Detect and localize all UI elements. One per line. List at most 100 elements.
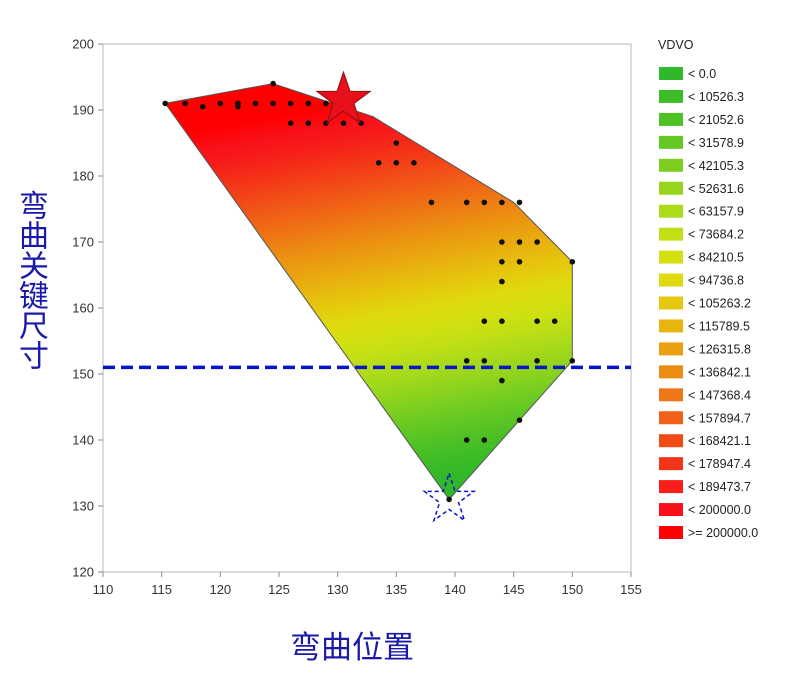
legend-label: < 52631.6	[688, 182, 744, 196]
data-points	[162, 80, 576, 503]
legend-label: < 136842.1	[688, 365, 751, 379]
data-point	[463, 199, 470, 206]
x-tick-label: 110	[93, 582, 114, 597]
x-axis: 110 115 120 125 130 135 140 145 150 155	[93, 572, 642, 597]
legend-label: < 63157.9	[688, 205, 744, 219]
star-markers	[315, 70, 477, 523]
legend-label: < 42105.3	[688, 159, 744, 173]
y-tick-label: 150	[72, 367, 94, 382]
y-tick-label: 200	[72, 37, 94, 52]
legend-label: >= 200000.0	[688, 526, 758, 540]
legend-label: < 84210.5	[688, 251, 744, 265]
star-marker-filled	[315, 70, 372, 125]
data-point	[182, 100, 188, 107]
x-tick-label: 140	[444, 582, 466, 597]
data-point	[499, 239, 505, 245]
data-point	[393, 160, 400, 166]
legend-swatch	[659, 434, 683, 448]
legend-swatch	[659, 319, 683, 333]
legend-label: < 0.0	[688, 67, 716, 81]
data-point	[569, 358, 576, 364]
x-tick-label: 120	[209, 582, 231, 597]
legend-swatch	[659, 181, 683, 195]
star-marker-dashed	[422, 470, 477, 523]
data-point	[516, 417, 523, 424]
legend-title: VDVO	[658, 38, 694, 52]
y-axis-label: 弯曲关键尺寸	[13, 190, 48, 370]
x-tick-label: 130	[327, 582, 349, 597]
data-point	[499, 278, 505, 285]
x-tick-label: 125	[268, 582, 290, 597]
y-axis: 120 130 140 150 160 170 180 190 200	[72, 37, 103, 580]
data-point	[569, 259, 576, 265]
y-tick-label: 180	[72, 169, 94, 184]
legend-swatch	[659, 365, 683, 379]
legend-swatch	[659, 480, 683, 494]
data-point	[305, 120, 312, 126]
data-point	[499, 318, 505, 325]
data-point	[499, 377, 505, 384]
x-axis-label: 弯曲位置	[290, 630, 414, 666]
data-point	[534, 358, 540, 364]
data-point	[534, 318, 540, 325]
data-point	[340, 120, 347, 126]
legend-label: < 200000.0	[688, 503, 751, 517]
y-tick-label: 120	[72, 565, 94, 580]
y-tick-label: 140	[72, 433, 94, 448]
data-point	[235, 103, 241, 110]
data-point	[481, 437, 488, 443]
data-point	[393, 140, 400, 146]
data-point	[446, 496, 452, 503]
data-point	[428, 199, 435, 206]
data-point	[463, 437, 470, 443]
legend-swatch	[659, 526, 683, 539]
data-point	[551, 318, 558, 325]
y-tick-label: 190	[72, 103, 94, 118]
data-point	[252, 100, 259, 107]
legend-swatch	[659, 89, 683, 103]
y-tick-label: 130	[72, 499, 94, 514]
legend-swatch	[659, 250, 683, 264]
data-point	[463, 358, 470, 364]
data-point	[499, 259, 505, 265]
x-tick-label: 115	[151, 582, 172, 597]
legend-label: < 21052.6	[688, 113, 744, 127]
legend-swatch	[659, 158, 683, 172]
data-point	[481, 358, 488, 364]
legend-swatch	[659, 135, 683, 149]
x-tick-label: 150	[561, 582, 583, 597]
legend-swatch	[659, 273, 683, 287]
data-point	[481, 199, 488, 206]
legend-label: < 94736.8	[688, 274, 744, 288]
data-point	[287, 100, 294, 107]
data-point	[287, 120, 294, 126]
legend-swatch	[659, 342, 683, 356]
legend-swatch	[659, 503, 683, 517]
data-point	[481, 318, 488, 325]
data-point	[499, 199, 505, 206]
x-tick-label: 135	[385, 582, 407, 597]
data-point	[323, 100, 329, 107]
legend-label: < 157894.7	[688, 411, 751, 425]
legend-label: < 105263.2	[688, 297, 751, 311]
legend-swatch	[659, 296, 683, 310]
data-point	[199, 103, 206, 110]
data-point	[162, 100, 168, 107]
legend-swatch	[659, 204, 683, 218]
legend-label: < 189473.7	[688, 480, 751, 494]
legend-label: < 31578.9	[688, 136, 744, 150]
data-point	[375, 160, 382, 166]
data-point	[305, 100, 312, 107]
data-point	[411, 160, 417, 166]
legend-label: < 178947.4	[688, 457, 751, 471]
legend-swatch	[659, 112, 683, 126]
legend-label: < 147368.4	[688, 388, 751, 402]
legend-label: < 126315.8	[688, 342, 751, 356]
x-tick-label: 155	[620, 582, 642, 597]
data-point	[534, 239, 540, 245]
legend-label: < 168421.1	[688, 434, 751, 448]
y-tick-label: 160	[72, 301, 94, 316]
legend-label: < 73684.2	[688, 228, 744, 242]
y-tick-label: 170	[72, 235, 94, 250]
